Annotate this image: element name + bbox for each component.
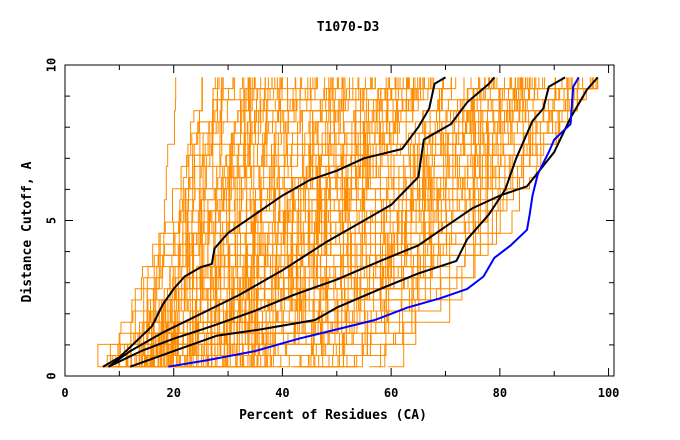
axis-ticks [64, 64, 614, 377]
background-curve [388, 77, 569, 368]
background-curves [97, 77, 599, 368]
y-axis-label: Distance Cutoff, A [20, 161, 35, 302]
x-tick-label: 20 [166, 386, 180, 400]
highlighted-curve-black [108, 76, 599, 368]
background-curve [206, 77, 597, 368]
x-tick-label: 80 [493, 386, 507, 400]
background-curve [143, 77, 537, 368]
y-tick-labels: 0 5 10 [45, 58, 59, 380]
highlighted-curve-blue [168, 76, 580, 368]
x-tick-label: 100 [598, 386, 620, 400]
x-tick-label: 0 [61, 386, 68, 400]
highlighted-curve-black [129, 76, 566, 368]
chart-title: T1070-D3 [317, 20, 380, 35]
background-curve [138, 77, 234, 367]
y-tick-label: 5 [45, 217, 59, 224]
highlighted-curves [102, 76, 599, 368]
background-curve [124, 77, 556, 368]
background-curve [271, 77, 526, 367]
background-curve [115, 77, 579, 368]
background-curve [134, 77, 389, 368]
background-curve [235, 77, 544, 368]
x-tick-label: 40 [275, 386, 289, 400]
background-curve [181, 77, 278, 368]
x-axis-label: Percent of Residues (CA) [239, 408, 427, 423]
background-curve [293, 77, 594, 368]
x-tick-labels: 0 20 40 60 80 100 [61, 386, 619, 400]
background-curve [144, 77, 224, 368]
background-curve [305, 77, 563, 368]
background-curve [105, 77, 251, 368]
background-curve [97, 77, 397, 368]
x-tick-label: 60 [384, 386, 398, 400]
y-tick-label: 0 [45, 372, 59, 379]
highlighted-curve-black [102, 76, 447, 368]
y-tick-label: 10 [45, 58, 59, 72]
background-curve [304, 77, 546, 368]
background-curve [313, 77, 527, 368]
background-curve [378, 77, 536, 368]
highlighted-curve-black [107, 76, 496, 368]
background-curve [310, 77, 572, 368]
